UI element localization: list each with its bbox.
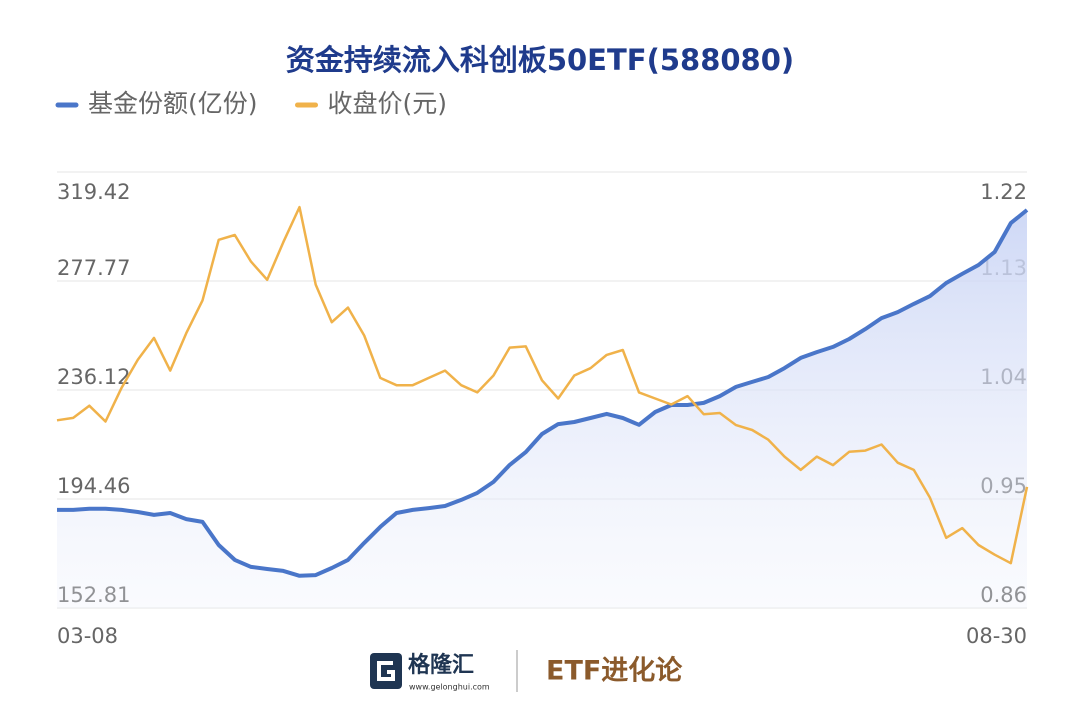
brand: ETF进化论	[546, 656, 683, 687]
logo-icon	[370, 653, 402, 689]
y-tick-label: 236.12	[57, 365, 130, 389]
y-tick-label: 319.42	[57, 180, 130, 204]
y-tick-label: 277.77	[57, 256, 130, 280]
logo-text: 格隆汇	[408, 652, 474, 678]
x-tick-label: 03-08	[57, 624, 118, 648]
y-tick-label: 194.46	[57, 474, 130, 498]
y2-tick-label: 1.22	[980, 180, 1027, 204]
logo-url: www.gelonghui.com	[409, 683, 490, 692]
logo-glyph	[377, 661, 395, 681]
series-line	[56, 205, 1029, 565]
chart-title: 资金持续流入科创板50ETF(588080)	[286, 43, 794, 77]
area	[57, 210, 1027, 608]
footer: 格隆汇 www.gelonghui.com ETF进化论	[370, 650, 683, 692]
legend-label: 收盘价(元)	[328, 89, 448, 118]
legend-label: 基金份额(亿份)	[88, 89, 258, 118]
series-line	[57, 208, 1029, 578]
x-tick-label: 08-30	[966, 624, 1027, 648]
